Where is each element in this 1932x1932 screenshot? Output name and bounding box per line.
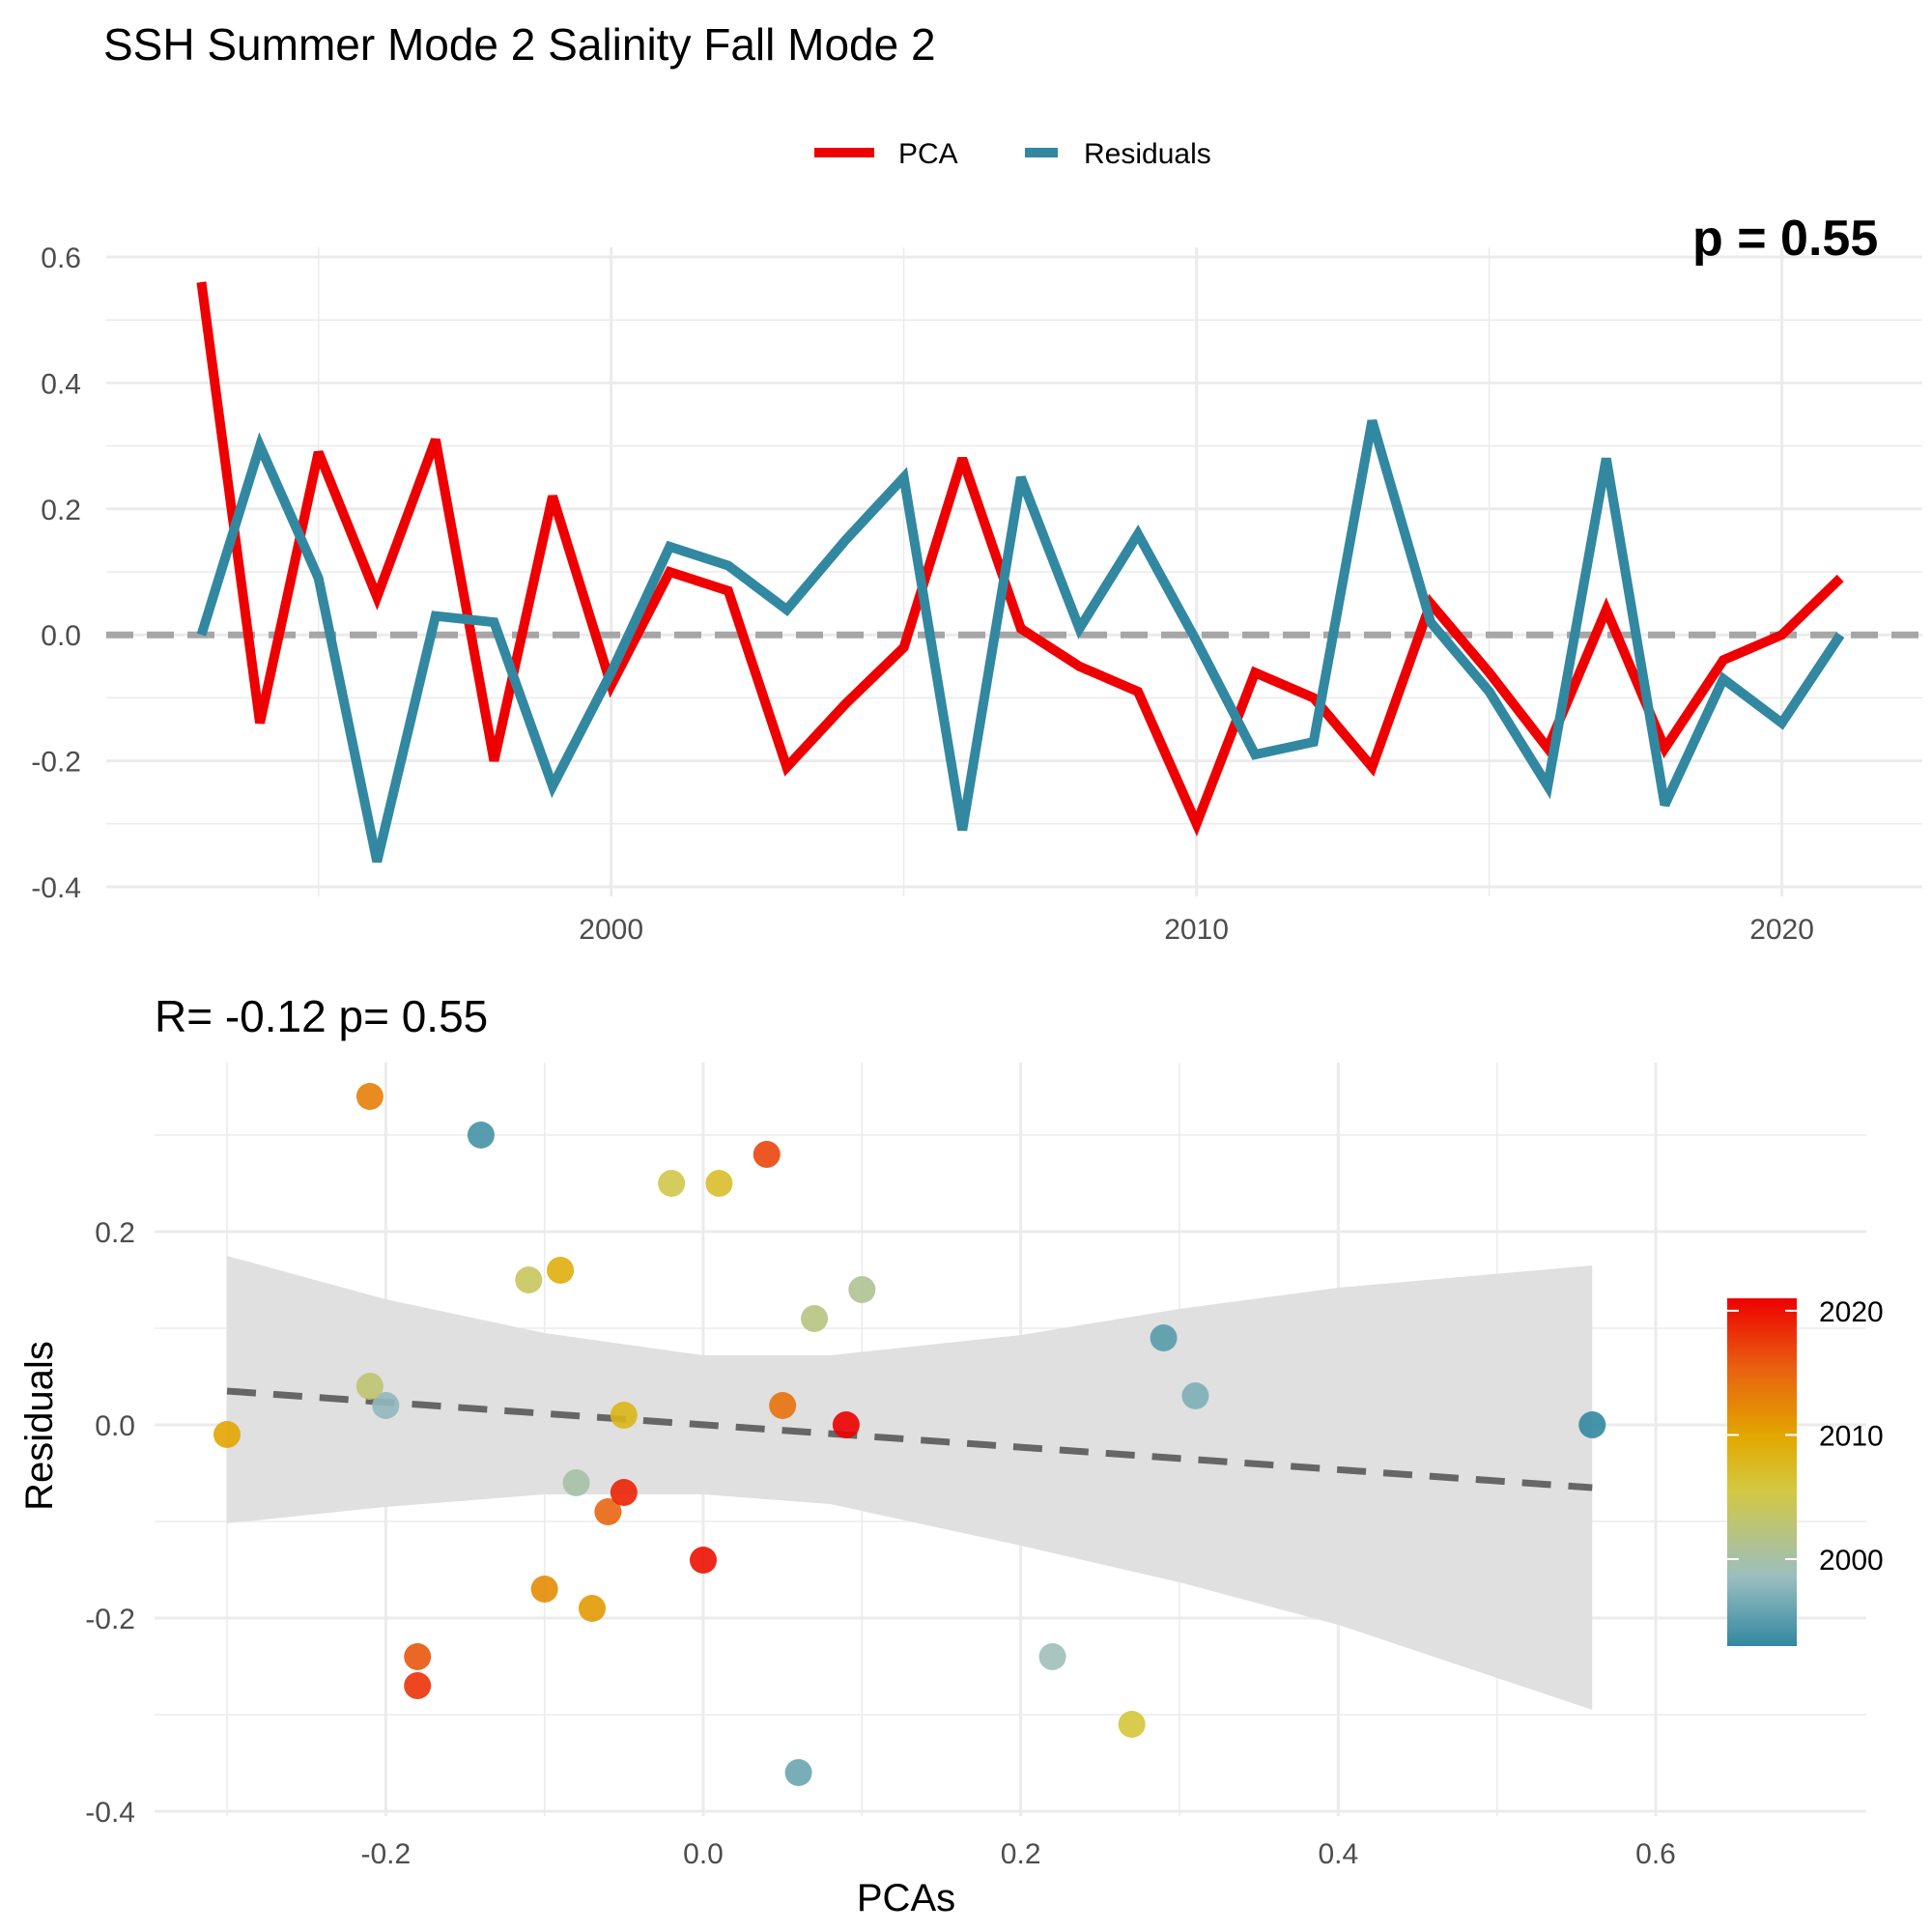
scatter-point	[705, 1170, 733, 1197]
scatter-point	[355, 1373, 384, 1400]
scatter-point	[515, 1266, 543, 1293]
y-axis-title: Residuals	[18, 1341, 61, 1511]
scatter-point	[658, 1170, 686, 1197]
scatter-point	[832, 1411, 860, 1438]
scatter-point	[801, 1305, 829, 1332]
scatter-point	[610, 1479, 638, 1506]
top-x-tick-label: 2010	[1164, 914, 1229, 946]
scatter-point	[753, 1141, 781, 1168]
colorbar: 2000 2010 2020	[1727, 1296, 1884, 1646]
scatter-point	[355, 1083, 384, 1110]
scatter-points	[213, 1083, 1606, 1786]
scatter-point	[547, 1257, 575, 1284]
scatter-y-tick-label: 0.0	[95, 1410, 135, 1442]
scatter-x-tick-label: 0.2	[1001, 1838, 1041, 1870]
clipped-annotation: p = 0.55	[1692, 211, 1878, 267]
scatter-point	[404, 1643, 432, 1670]
scatter-point	[1181, 1382, 1209, 1409]
colorbar-gradient	[1727, 1298, 1797, 1646]
series-line-pca	[196, 281, 1844, 837]
scatter-point	[594, 1498, 622, 1525]
scatter-subtitle: R= -0.12 p= 0.55	[155, 991, 488, 1041]
top-x-tick-label: 2020	[1749, 914, 1814, 946]
scatter-x-tick-label: 0.0	[683, 1838, 724, 1870]
scatter-point	[769, 1392, 797, 1419]
scatter-point	[530, 1576, 558, 1603]
colorbar-label: 2020	[1819, 1296, 1884, 1328]
colorbar-label: 2010	[1819, 1420, 1884, 1452]
scatter-point	[1118, 1711, 1146, 1738]
time-series-chart: -0.4 -0.2 0.0 0.2 0.4 0.6 2000 2010 2020 p = 0.5…	[31, 211, 1922, 946]
top-y-tick-label: -0.2	[31, 747, 81, 779]
scatter-x-tick-label: 0.4	[1318, 1838, 1358, 1870]
top-x-tick-label: 2000	[579, 914, 643, 946]
page-title: SSH Summer Mode 2 Salinity Fall Mode 2	[103, 19, 936, 70]
scatter-point	[784, 1759, 812, 1786]
scatter-y-tick-label: -0.4	[85, 1797, 135, 1829]
series-line-residuals	[196, 419, 1845, 864]
scatter-point	[1150, 1324, 1178, 1351]
top-y-tick-label: 0.6	[41, 242, 81, 274]
scatter-point	[690, 1547, 717, 1574]
scatter-y-tick-label: 0.2	[95, 1217, 135, 1249]
legend-label-residuals: Residuals	[1084, 138, 1211, 170]
scatter-y-tick-label: -0.2	[85, 1604, 135, 1635]
scatter-point	[213, 1421, 241, 1448]
scatter-chart: -0.2 0.0 0.2 0.4 0.6 -0.4 -0.2 0.0 0.2	[85, 1063, 1866, 1870]
scatter-point	[1038, 1643, 1066, 1670]
top-series-lines	[196, 281, 1845, 864]
scatter-point	[467, 1122, 495, 1149]
x-axis-title: PCAs	[857, 1877, 955, 1919]
scatter-x-tick-label: -0.2	[360, 1838, 411, 1870]
top-y-tick-label: 0.2	[41, 495, 81, 526]
scatter-point	[578, 1595, 606, 1622]
top-gridlines	[106, 247, 1922, 896]
confidence-ribbon	[227, 1256, 1593, 1710]
fit-line	[226, 1387, 1593, 1492]
scatter-point	[404, 1672, 432, 1699]
scatter-tick-labels: -0.2 0.0 0.2 0.4 0.6 -0.4 -0.2 0.0 0.2	[85, 1217, 1676, 1870]
scatter-point	[610, 1402, 638, 1429]
colorbar-label: 2000	[1819, 1545, 1884, 1577]
top-y-tick-label: 0.0	[41, 620, 81, 652]
scatter-point	[1578, 1411, 1606, 1438]
top-y-tick-label: 0.4	[41, 368, 81, 400]
top-tick-labels: -0.4 -0.2 0.0 0.2 0.4 0.6 2000 2010 2020	[31, 242, 1814, 946]
scatter-point	[372, 1392, 400, 1419]
scatter-x-tick-label: 0.6	[1635, 1838, 1676, 1870]
scatter-point	[848, 1276, 876, 1303]
scatter-point	[562, 1469, 590, 1496]
legend: PCA Residuals	[814, 138, 1211, 170]
legend-label-pca: PCA	[898, 138, 958, 170]
colorbar-ticks: 2000 2010 2020	[1727, 1296, 1884, 1577]
top-y-tick-label: -0.4	[31, 872, 81, 904]
